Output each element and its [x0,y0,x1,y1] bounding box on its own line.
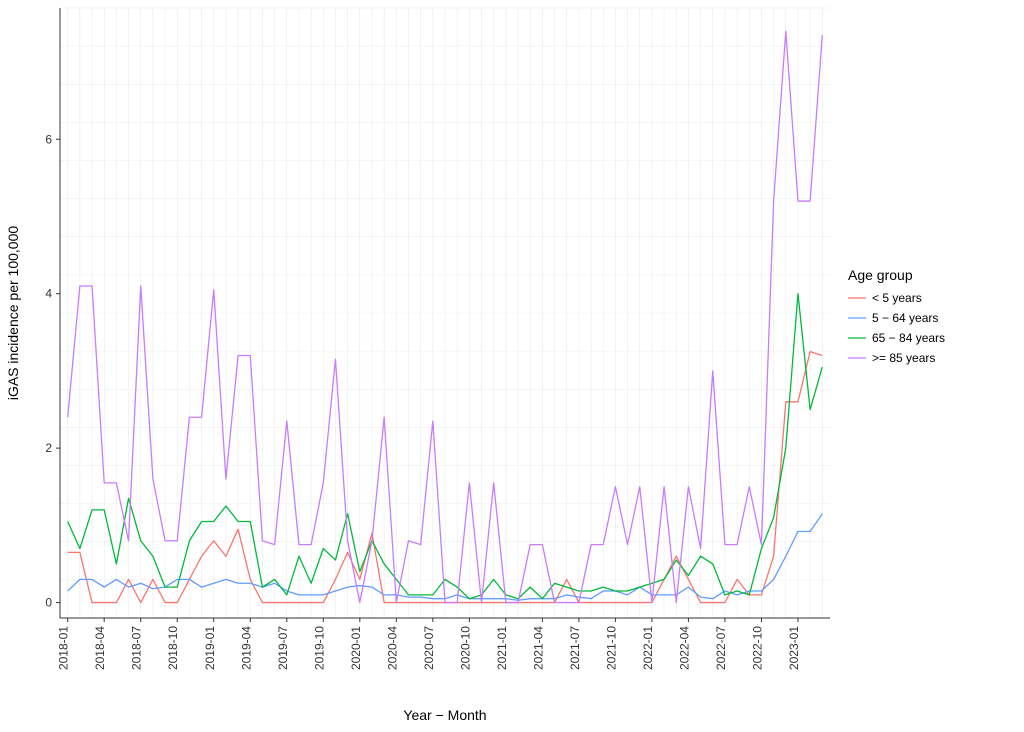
x-tick-label: 2020-07 [422,626,436,670]
y-tick-label: 6 [45,132,52,146]
legend-label: 65 − 84 years [872,331,945,345]
x-tick-label: 2021-10 [604,626,618,670]
x-tick-label: 2021-01 [495,626,509,670]
x-axis-title: Year − Month [403,707,486,723]
chart-container: 0 2 4 6 2018-01 2018-04 2018-07 2018-10 2019-01 2… [0,0,1024,732]
x-tick-label: 2019-04 [239,626,253,670]
legend-label: < 5 years [872,291,922,305]
x-tick-label: 2023-01 [787,626,801,670]
legend: Age group < 5 years 5 − 64 years 65 − 84 ye… [848,267,945,365]
y-axis-title: iGAS incidence per 100,000 [5,226,21,401]
x-tick-label: 2019-10 [312,626,326,670]
x-tick-label: 2019-01 [203,626,217,670]
legend-label: >= 85 years [872,351,935,365]
x-tick-label: 2018-01 [57,626,71,670]
x-tick-label: 2018-10 [166,626,180,670]
x-tick-label: 2021-04 [531,626,545,670]
x-tick-label: 2018-07 [130,626,144,670]
legend-label: 5 − 64 years [872,311,938,325]
line-chart: 0 2 4 6 2018-01 2018-04 2018-07 2018-10 2019-01 2… [0,0,1024,732]
legend-item: < 5 years [848,291,922,305]
x-tick-label: 2022-10 [750,626,764,670]
y-tick-label: 0 [45,596,52,610]
y-tick-label: 2 [45,441,52,455]
x-tick-label: 2018-04 [93,626,107,670]
legend-item: 65 − 84 years [848,331,945,345]
x-tick-label: 2020-04 [385,626,399,670]
y-tick-label: 4 [45,287,52,301]
x-tick-label: 2020-10 [458,626,472,670]
x-tick-label: 2020-01 [349,626,363,670]
x-tick-label: 2019-07 [276,626,290,670]
legend-title: Age group [848,267,913,283]
x-tick-label: 2021-07 [568,626,582,670]
x-tick-label: 2022-07 [714,626,728,670]
x-tick-label: 2022-04 [677,626,691,670]
legend-item: >= 85 years [848,351,935,365]
x-tick-label: 2022-01 [641,626,655,670]
legend-item: 5 − 64 years [848,311,938,325]
